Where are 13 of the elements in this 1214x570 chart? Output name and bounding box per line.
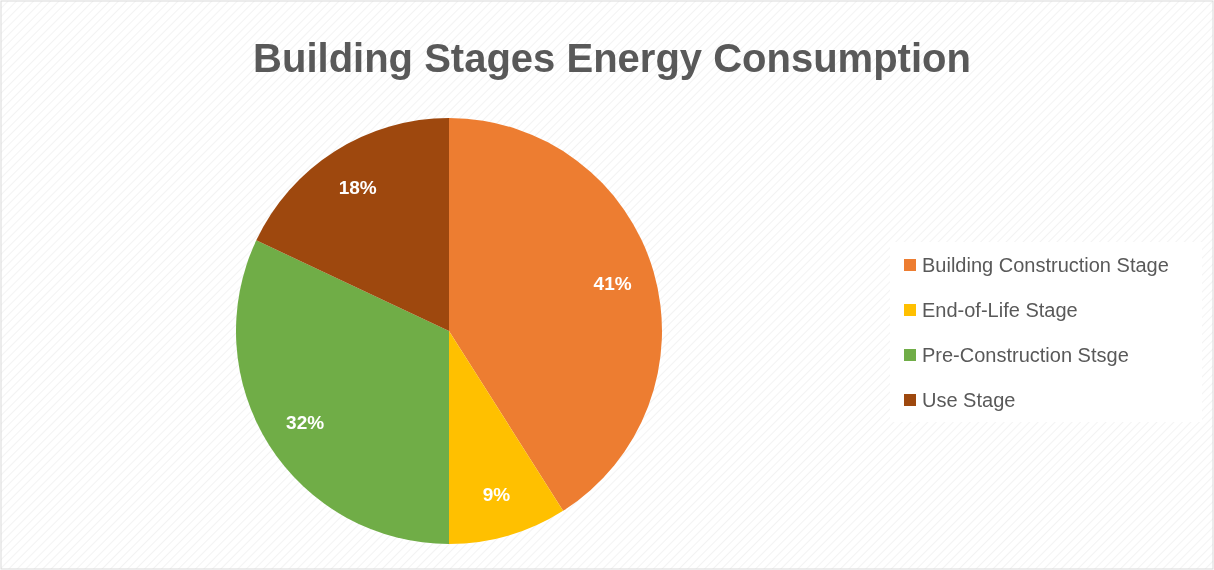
pie-slice <box>449 331 564 544</box>
data-label: 41% <box>593 273 632 295</box>
legend-label: Pre-Construction Stsge <box>922 344 1129 366</box>
pie-slice <box>236 240 449 544</box>
data-label: 32% <box>286 411 325 433</box>
legend-label: Use Stage <box>922 389 1016 411</box>
legend-label: End-of-Life Stage <box>922 299 1078 321</box>
pie-slice <box>256 118 449 331</box>
legend-label: Building Construction Stage <box>922 254 1169 276</box>
data-label: 9% <box>482 484 511 506</box>
data-label: 18% <box>338 176 377 198</box>
pie-slice <box>449 118 662 511</box>
chart-title: Building Stages Energy Consumption <box>253 36 971 80</box>
